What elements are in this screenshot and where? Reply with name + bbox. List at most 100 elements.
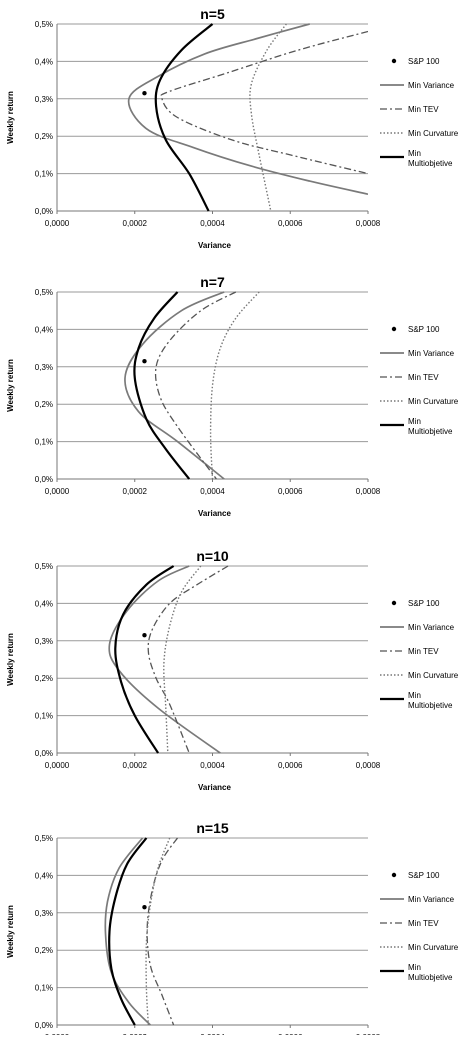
chart-title: n=5 bbox=[200, 6, 225, 22]
series-line bbox=[127, 23, 368, 196]
series-line bbox=[104, 837, 151, 1026]
legend-label: Min TEV bbox=[408, 647, 439, 656]
x-axis-label: Variance bbox=[198, 509, 231, 518]
x-tick-label: 0,0002 bbox=[123, 487, 148, 496]
legend-label: Min Variance bbox=[408, 623, 455, 632]
legend-label: Min Curvature bbox=[408, 129, 459, 138]
legend-label: S&P 100 bbox=[408, 599, 440, 608]
y-tick-label: 0,3% bbox=[35, 95, 53, 104]
y-tick-label: 0,5% bbox=[35, 288, 53, 297]
y-tick-label: 0,5% bbox=[35, 562, 53, 571]
x-axis-label: Variance bbox=[198, 241, 231, 250]
x-tick-label: 0,0004 bbox=[200, 487, 225, 496]
legend-label: Min Curvature bbox=[408, 943, 459, 952]
legend-label: Min Variance bbox=[408, 895, 455, 904]
y-tick-label: 0,1% bbox=[35, 170, 53, 179]
series-line bbox=[108, 837, 148, 1026]
y-tick-label: 0,2% bbox=[35, 674, 53, 683]
x-tick-label: 0,0004 bbox=[200, 219, 225, 228]
y-tick-label: 0,4% bbox=[35, 57, 53, 66]
legend-label: Multiobjetive bbox=[408, 159, 453, 168]
x-tick-label: 0,0008 bbox=[356, 487, 381, 496]
y-tick-label: 0,1% bbox=[35, 984, 53, 993]
legend-label: Min Variance bbox=[408, 81, 455, 90]
y-tick-label: 0,3% bbox=[35, 909, 53, 918]
series-line bbox=[145, 837, 171, 1026]
y-tick-label: 0,0% bbox=[35, 475, 53, 484]
series-line bbox=[114, 565, 175, 754]
legend-label: Multiobjetive bbox=[408, 701, 453, 710]
legend-label: Min bbox=[408, 963, 421, 972]
chart-title: n=15 bbox=[196, 820, 229, 836]
sp100-point bbox=[142, 904, 147, 910]
legend-label: Multiobjetive bbox=[408, 973, 453, 982]
x-tick-label: 0,0000 bbox=[45, 219, 70, 228]
legend-label: Multiobjetive bbox=[408, 427, 453, 436]
legend-label: S&P 100 bbox=[408, 57, 440, 66]
series-line bbox=[133, 291, 191, 480]
y-tick-label: 0,0% bbox=[35, 1021, 53, 1030]
series-line bbox=[154, 23, 214, 212]
legend-label: Min bbox=[408, 149, 421, 158]
y-tick-label: 0,5% bbox=[35, 20, 53, 29]
chart-panel: n=10 0,0% 0,1% 0,2% 0,3% 0,4% 0,5% 0,0000 0,0002… bbox=[6, 548, 459, 792]
legend-label: S&P 100 bbox=[408, 871, 440, 880]
y-tick-label: 0,4% bbox=[35, 599, 53, 608]
x-tick-label: 0,0006 bbox=[278, 487, 303, 496]
sp100-point bbox=[142, 90, 147, 96]
legend-marker bbox=[391, 326, 397, 332]
legend-label: Min Variance bbox=[408, 349, 455, 358]
x-tick-label: 0,0008 bbox=[356, 761, 381, 770]
y-tick-label: 0,2% bbox=[35, 946, 53, 955]
legend-label: Min TEV bbox=[408, 105, 439, 114]
series-line bbox=[209, 291, 260, 480]
y-tick-label: 0,4% bbox=[35, 871, 53, 880]
x-tick-label: 0,0002 bbox=[123, 219, 148, 228]
x-tick-label: 0,0006 bbox=[278, 761, 303, 770]
legend-label: Min bbox=[408, 417, 421, 426]
chart-panel: n=150,0%0,1%0,2%0,3%0,4%0,5%0,00000,0002… bbox=[6, 820, 459, 1040]
chart-title: n=10 bbox=[196, 548, 229, 564]
legend-label: Min Curvature bbox=[408, 671, 459, 680]
y-tick-label: 0,3% bbox=[35, 637, 53, 646]
y-tick-label: 0,2% bbox=[35, 400, 53, 409]
y-axis-label: Weekly return bbox=[6, 359, 15, 412]
x-tick-label: 0,0006 bbox=[278, 219, 303, 228]
x-tick-label: 0,0000 bbox=[45, 761, 70, 770]
legend-marker bbox=[391, 600, 397, 606]
x-axis-label: Variance bbox=[198, 783, 231, 792]
legend-marker bbox=[391, 58, 397, 64]
y-axis-label: Weekly return bbox=[6, 633, 15, 686]
chart-panel: n=5 0,0% 0,1% 0,2% 0,3% 0,4% 0,5% 0,0000 0,0002 0… bbox=[6, 6, 459, 250]
y-tick-label: 0,0% bbox=[35, 749, 53, 758]
series-line bbox=[249, 23, 287, 212]
legend-label: Min Curvature bbox=[408, 397, 459, 406]
sp100-point bbox=[142, 358, 147, 364]
x-tick-label: 0,0000 bbox=[45, 487, 70, 496]
series-line bbox=[146, 837, 179, 1026]
chart-panel: n=7 0,0% 0,1% 0,2% 0,3% 0,4% 0,5% 0,0000 0,0002 0… bbox=[6, 274, 459, 518]
legend-label: Min bbox=[408, 691, 421, 700]
legend-marker bbox=[391, 872, 397, 878]
series-line bbox=[160, 30, 368, 175]
x-tick-label: 0,0008 bbox=[356, 219, 381, 228]
y-tick-label: 0,1% bbox=[35, 438, 53, 447]
x-tick-label: 0,0002 bbox=[123, 761, 148, 770]
series-line bbox=[147, 565, 229, 754]
series-line bbox=[163, 565, 202, 754]
legend-label: Min TEV bbox=[408, 919, 439, 928]
y-tick-label: 0,4% bbox=[35, 325, 53, 334]
y-tick-label: 0,1% bbox=[35, 712, 53, 721]
y-tick-label: 0,3% bbox=[35, 363, 53, 372]
y-tick-label: 0,2% bbox=[35, 132, 53, 141]
legend-label: Min TEV bbox=[408, 373, 439, 382]
y-axis-label: Weekly return bbox=[6, 91, 15, 144]
series-line bbox=[124, 291, 225, 480]
y-tick-label: 0,5% bbox=[35, 834, 53, 843]
chart-title: n=7 bbox=[200, 274, 225, 290]
series-line bbox=[108, 565, 221, 754]
y-tick-label: 0,0% bbox=[35, 207, 53, 216]
y-axis-label: Weekly return bbox=[6, 905, 15, 958]
